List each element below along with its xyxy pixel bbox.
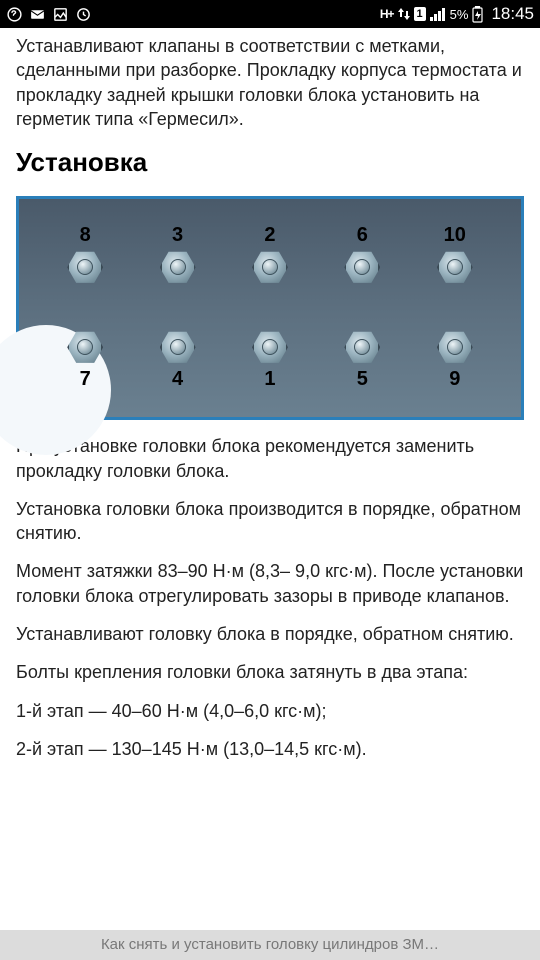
bolt: 1: [252, 329, 288, 389]
bolt: 7: [67, 329, 103, 389]
bolt-hex-icon: [252, 329, 288, 365]
bolt-hex-icon: [160, 329, 196, 365]
bolt-number: 7: [80, 369, 91, 389]
bolt: 6: [344, 225, 380, 285]
article-content[interactable]: Устанавливают клапаны в соответствии с м…: [0, 28, 540, 781]
status-left: [6, 6, 92, 23]
bolt-number: 8: [80, 225, 91, 245]
paragraph: При установке головки блока рекомендуетс…: [16, 434, 524, 483]
bolt: 3: [160, 225, 196, 285]
bolt-row-top: 8 3 2 6 10: [19, 225, 521, 285]
bolt: 4: [160, 329, 196, 389]
bolt: 8: [67, 225, 103, 285]
intro-paragraph: Устанавливают клапаны в соответствии с м…: [16, 34, 524, 131]
bolt-hex-icon: [67, 249, 103, 285]
bolt-number: 4: [172, 369, 183, 389]
sim-badge: 1: [414, 7, 426, 21]
bolt-hex-icon: [437, 329, 473, 365]
bolt: 9: [437, 329, 473, 389]
clock-label: 18:45: [491, 4, 534, 24]
bolt: 5: [344, 329, 380, 389]
paragraph: 2-й этап — 130–145 Н·м (13,0–14,5 кгс·м)…: [16, 737, 524, 761]
status-right: H+ 1 5% 18:45: [380, 4, 534, 24]
paragraph: Устанавливают головку блока в порядке, о…: [16, 622, 524, 646]
sync-icon: [75, 6, 92, 23]
paragraph: Болты крепления головки блока затянуть в…: [16, 660, 524, 684]
battery-charging-icon: [472, 6, 483, 23]
signal-icon: [430, 7, 446, 21]
battery-pct: 5%: [450, 7, 469, 22]
bolt-number: 10: [444, 225, 466, 245]
status-bar: H+ 1 5% 18:45: [0, 0, 540, 28]
bolt-number: 9: [449, 369, 460, 389]
bolt-hex-icon: [67, 329, 103, 365]
whatsapp-icon: [6, 6, 23, 23]
bolt: 2: [252, 225, 288, 285]
bolt-hex-icon: [437, 249, 473, 285]
section-heading: Установка: [16, 145, 524, 180]
bolt-hex-icon: [344, 329, 380, 365]
bolt-number: 3: [172, 225, 183, 245]
bolt-hex-icon: [252, 249, 288, 285]
bottom-toast[interactable]: Как снять и установить головку цилиндров…: [0, 930, 540, 960]
bolt-hex-icon: [160, 249, 196, 285]
paragraph: 1-й этап — 40–60 Н·м (4,0–6,0 кгс·м);: [16, 699, 524, 723]
image-icon: [52, 6, 69, 23]
bolt-number: 1: [264, 369, 275, 389]
bolt-row-bottom: 7 4 1 5 9: [19, 329, 521, 389]
bolt-number: 5: [357, 369, 368, 389]
bolt-hex-icon: [344, 249, 380, 285]
bolt: 10: [437, 225, 473, 285]
paragraph: Момент затяжки 83–90 Н·м (8,3– 9,0 кгс·м…: [16, 559, 524, 608]
bolt-number: 2: [264, 225, 275, 245]
mail-icon: [29, 6, 46, 23]
bolt-torque-diagram: 8 3 2 6 10 7 4 1 5 9: [16, 196, 524, 420]
network-type-icon: H+: [380, 7, 394, 21]
bolt-number: 6: [357, 225, 368, 245]
paragraph: Установка головки блока производится в п…: [16, 497, 524, 546]
data-arrows-icon: [398, 7, 410, 21]
